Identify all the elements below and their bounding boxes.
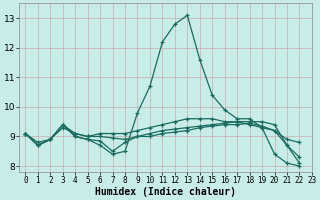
X-axis label: Humidex (Indice chaleur): Humidex (Indice chaleur) (95, 186, 236, 197)
